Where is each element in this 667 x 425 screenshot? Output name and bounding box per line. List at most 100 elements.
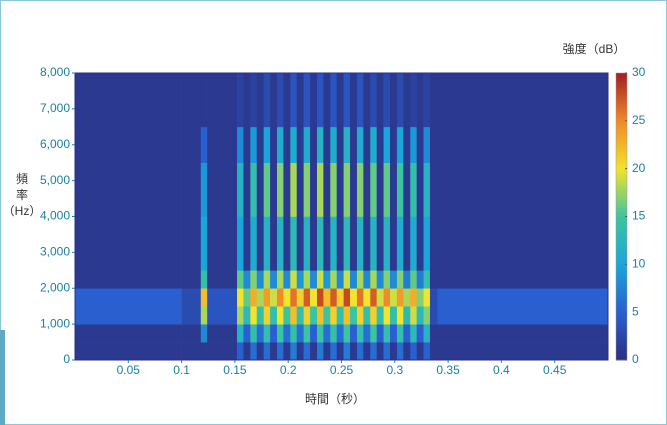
heat-cell xyxy=(344,73,351,127)
heat-cell xyxy=(403,324,410,342)
heat-cell xyxy=(201,270,208,288)
heat-cell xyxy=(430,342,438,360)
heat-cell xyxy=(384,342,391,360)
heat-cell xyxy=(410,342,417,360)
heat-cell xyxy=(430,324,438,342)
heat-cell xyxy=(207,163,235,217)
colorbar-tick-label: 10 xyxy=(632,257,646,271)
heat-cell xyxy=(397,73,404,127)
heat-cell xyxy=(283,270,290,288)
heat-cell xyxy=(417,342,424,360)
heat-cell xyxy=(363,163,370,217)
heat-cell xyxy=(330,342,337,360)
heat-cell xyxy=(297,73,304,127)
heat-cell xyxy=(363,127,370,163)
heat-cell xyxy=(430,288,438,306)
heat-cell xyxy=(277,324,284,342)
y-tick-label: 2,000 xyxy=(40,280,70,294)
heat-cell xyxy=(277,342,284,360)
heat-cell xyxy=(270,73,277,127)
heat-cell xyxy=(75,324,182,342)
heat-cell xyxy=(201,163,208,217)
heat-cell xyxy=(403,127,410,163)
heat-cell xyxy=(437,324,608,342)
heat-cell xyxy=(330,288,337,306)
heat-cell xyxy=(424,73,431,127)
heat-cell xyxy=(243,306,250,324)
heat-cell xyxy=(397,270,404,288)
heat-cell xyxy=(330,217,337,271)
heat-cell xyxy=(235,127,237,163)
heat-cell xyxy=(207,342,235,360)
heat-cell xyxy=(384,73,391,127)
colorbar-title: 強度（dB） xyxy=(563,41,626,56)
heat-cell xyxy=(344,342,351,360)
heat-cell xyxy=(270,127,277,163)
x-axis-label: 時間（秒） xyxy=(305,392,365,406)
heat-cell xyxy=(437,127,608,163)
heat-cell xyxy=(403,163,410,217)
heat-cell xyxy=(330,163,337,217)
heat-cell xyxy=(264,163,271,217)
heat-cell xyxy=(235,306,237,324)
heat-cell xyxy=(207,324,235,342)
heat-cell xyxy=(403,217,410,271)
heat-cell xyxy=(317,163,324,217)
heat-cell xyxy=(337,324,344,342)
heat-cell xyxy=(317,324,324,342)
y-axis-label: 率 xyxy=(16,187,28,202)
heat-cell xyxy=(257,217,264,271)
heat-cell xyxy=(235,270,237,288)
heat-cell xyxy=(235,163,237,217)
heat-cell xyxy=(283,217,290,271)
x-tick-label: 0.05 xyxy=(117,363,141,377)
heat-cell xyxy=(75,163,182,217)
heat-cell xyxy=(390,324,397,342)
heat-cell xyxy=(270,324,277,342)
heat-cell xyxy=(350,73,357,127)
heat-cell xyxy=(410,306,417,324)
heat-cell xyxy=(417,324,424,342)
heat-cell xyxy=(264,324,271,342)
x-tick-label: 0.45 xyxy=(543,363,567,377)
heat-cell xyxy=(344,288,351,306)
heat-cell xyxy=(310,163,317,217)
heat-cell xyxy=(237,217,244,271)
heat-cell xyxy=(377,127,384,163)
heat-cell xyxy=(304,342,311,360)
heat-cell xyxy=(357,288,364,306)
heat-cell xyxy=(424,306,431,324)
heat-cell xyxy=(237,127,244,163)
heat-cell xyxy=(363,288,370,306)
heat-cell xyxy=(237,342,244,360)
heat-cell xyxy=(201,127,208,163)
x-tick-label: 0.2 xyxy=(280,363,297,377)
heat-cell xyxy=(182,127,201,163)
heat-cell xyxy=(357,270,364,288)
heat-cell xyxy=(384,324,391,342)
heat-cell xyxy=(235,288,237,306)
heat-cell xyxy=(390,288,397,306)
heat-cell xyxy=(410,73,417,127)
heat-cell xyxy=(283,324,290,342)
heat-cell xyxy=(257,73,264,127)
heat-cell xyxy=(237,270,244,288)
heat-cell xyxy=(350,342,357,360)
heat-cell xyxy=(297,342,304,360)
heat-cell xyxy=(270,217,277,271)
heat-cell xyxy=(417,163,424,217)
heat-cell xyxy=(75,73,182,127)
heat-cell xyxy=(201,306,208,324)
chart: 強度（dB） 時間（秒） 01,0002,0003,0004,0005,0006… xyxy=(0,0,667,425)
heat-cell xyxy=(350,163,357,217)
heat-cell xyxy=(363,217,370,271)
heat-cell xyxy=(243,127,250,163)
heat-cell xyxy=(397,342,404,360)
colorbar-tick-label: 15 xyxy=(632,209,646,223)
heat-cell xyxy=(250,73,257,127)
heat-cell xyxy=(377,73,384,127)
heat-cell xyxy=(290,306,297,324)
heat-cell xyxy=(235,342,237,360)
heat-cell xyxy=(430,306,438,324)
heat-cell xyxy=(337,217,344,271)
